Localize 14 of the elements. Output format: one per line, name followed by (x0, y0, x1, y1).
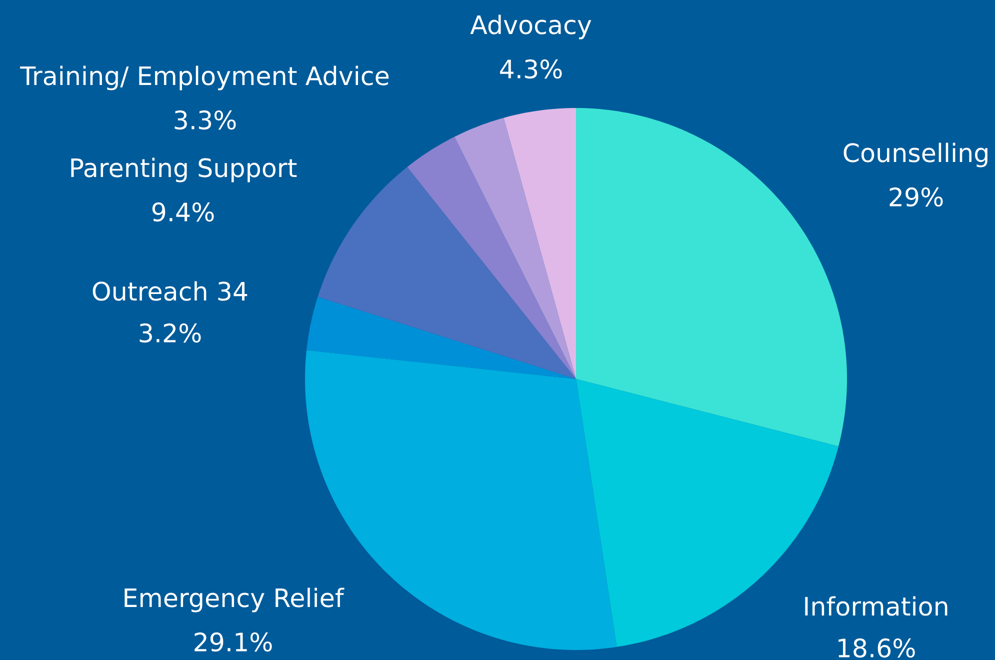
data-label: 29.1% (194, 632, 272, 652)
slice-label: Counselling (844, 142, 988, 168)
data-label: 18.6% (838, 638, 915, 658)
slice-label: Information (805, 596, 948, 616)
data-label: 9.4% (152, 202, 214, 222)
slice-label: Training/ Employment Advice (20, 66, 389, 90)
data-label: 3.3% (174, 110, 236, 130)
data-label: 3.2% (140, 323, 201, 343)
slice-label: Advocacy (470, 14, 592, 40)
slice-label: Outreach 34 (92, 281, 248, 301)
data-label: 4.3% (500, 59, 562, 79)
data-label: 29% (890, 187, 943, 207)
slice-label: Emergency Relief (124, 588, 344, 612)
slice-label: Parenting Support (71, 158, 297, 182)
